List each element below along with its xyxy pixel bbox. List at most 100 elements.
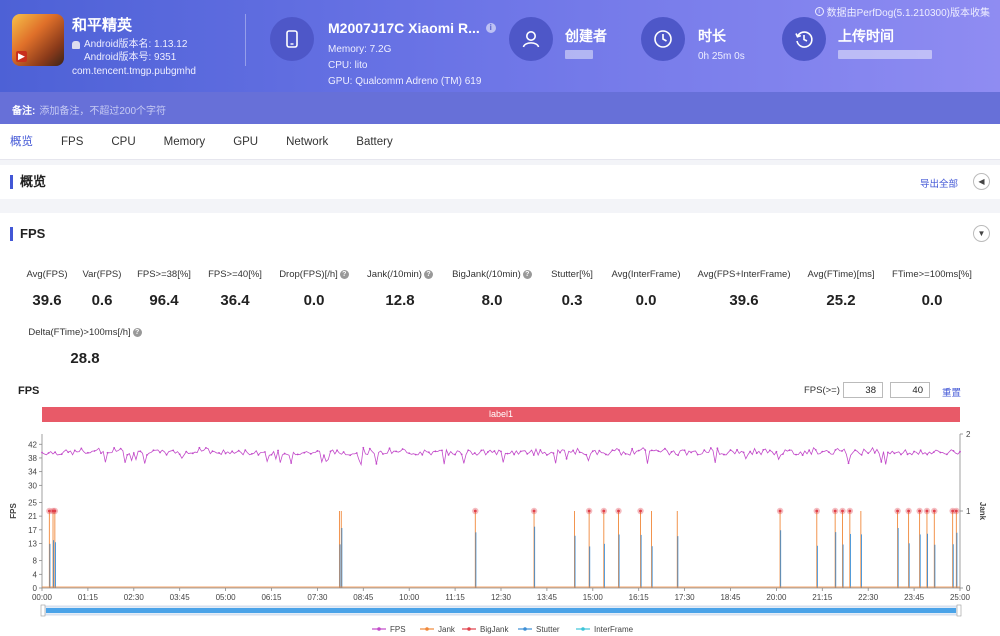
note-label: 备注: [12,106,36,117]
x-tick-label: 25:00 [950,593,971,602]
fps-point [460,453,463,456]
fps-point [323,454,325,457]
fps-point [205,447,207,449]
android-icon [72,40,80,49]
fps-point [559,451,561,454]
fps-point [860,453,863,456]
upload-time-label: 上传时间 [838,28,894,44]
fps-point [172,449,175,452]
tab-overview[interactable]: 概览 [10,135,33,148]
collapse-left-icon[interactable]: ◀ [973,173,990,190]
x-tick-label: 18:45 [720,593,741,602]
fps-point [362,446,365,449]
legend-marker [523,627,527,631]
fps-point [486,451,489,453]
bigjank-mark [848,509,852,513]
metric-fps-ge-40: FPS>=40[%] 36.4 [205,269,265,309]
fps-point [552,452,555,455]
fps-point [821,450,824,453]
fps-point [644,449,647,451]
fps-point [775,450,778,453]
bigjank-mark [473,509,477,513]
tab-memory[interactable]: Memory [163,135,206,148]
fps-point [231,450,234,453]
fps-point [519,450,522,453]
legend-label: BigJank [480,625,509,634]
export-all-link[interactable]: 导出全部 [919,179,958,190]
y-tick-label: 13 [28,540,37,549]
reset-link[interactable]: 重置 [942,388,962,399]
tab-fps[interactable]: FPS [61,135,84,148]
chevron-down-icon[interactable]: ▼ [973,225,990,242]
tab-bar: 概览 FPS CPU Memory GPU Network Battery [0,124,1000,160]
bigjank-mark [954,509,958,513]
metric-value: 25.2 [826,292,856,309]
fps-point [80,447,83,450]
fps-point [814,448,817,451]
duration-label: 时长 [698,28,726,44]
fps-point [303,451,306,454]
metric-avg-interframe: Avg(InterFrame) 0.0 [608,269,684,309]
x-tick-label: 21:15 [812,593,833,602]
tab-network[interactable]: Network [286,135,329,148]
fps-point [60,453,63,456]
legend-label: InterFrame [594,625,634,634]
fps-point [316,450,319,452]
help-icon[interactable]: ? [522,270,532,279]
legend-label: FPS [390,625,406,634]
threshold-input-2[interactable] [890,382,930,398]
help-icon[interactable]: ? [132,328,142,337]
y-tick-label: 34 [28,468,37,477]
tab-cpu[interactable]: CPU [111,135,136,148]
fps-point [546,454,548,456]
metric-value: 0.6 [91,292,113,309]
fps-point [919,449,922,452]
fps-point [54,451,57,454]
range-handle-left [40,604,46,617]
bigjank-mark [918,509,922,513]
metric-label: Stutter[%] [551,269,593,280]
fps-point [277,449,279,452]
device-meta: Memory: 7.2G CPU: lito GPU: Qualcomm Adr… [328,42,481,90]
x-tick-label: 15:00 [583,593,604,602]
metric-value: 0.3 [561,292,583,309]
source-note: i 数据由PerfDog(5.1.210300)版本收集 [814,4,990,19]
metric-value: 0.0 [303,292,325,309]
fps-point [388,447,391,450]
label-band[interactable]: label1 [42,407,960,422]
help-icon[interactable]: ? [423,270,433,279]
x-tick-label: 00:00 [32,593,53,602]
fps-point [605,453,607,456]
fps-point [427,451,430,454]
x-tick-label: 20:00 [766,593,787,602]
fps-point [224,452,227,455]
metric-ftime-ge-100: FTime>=100ms[%] 0.0 [890,269,974,309]
fps-point [945,453,948,456]
fps-point [631,447,634,450]
fps-point [218,452,220,454]
x-tick-label: 06:15 [261,593,282,602]
metric-jank: Jank(/10min)? 12.8 [364,269,436,309]
bigjank-mark [532,509,536,513]
tab-gpu[interactable]: GPU [233,135,259,148]
threshold-input-1[interactable] [843,382,883,398]
creator-redacted [565,50,593,59]
fps-point [841,450,843,452]
fps-point [637,449,640,452]
fps-point [87,451,89,454]
tab-battery[interactable]: Battery [356,135,393,148]
note-bar[interactable]: 备注: 添加备注，不超过200个字符 [0,92,1000,124]
note-input[interactable]: 添加备注，不超过200个字符 [39,106,167,117]
fps-point [119,447,122,450]
bigjank-mark [47,509,51,513]
fps-point [795,453,797,456]
x-tick-label: 02:30 [124,593,145,602]
info-icon[interactable]: i [485,23,496,33]
fps-point [847,462,850,465]
fps-point [886,451,889,454]
fps-point [539,449,542,451]
fps-point [73,449,76,452]
help-icon[interactable]: ? [339,270,349,279]
metric-label: Jank(/10min) [367,269,422,280]
fps-chart[interactable]: 0 4 8 13 17 21 25 30 34 38 42 0 1 2 00:00 01:15 02:30 03:… [0,426,1000,636]
